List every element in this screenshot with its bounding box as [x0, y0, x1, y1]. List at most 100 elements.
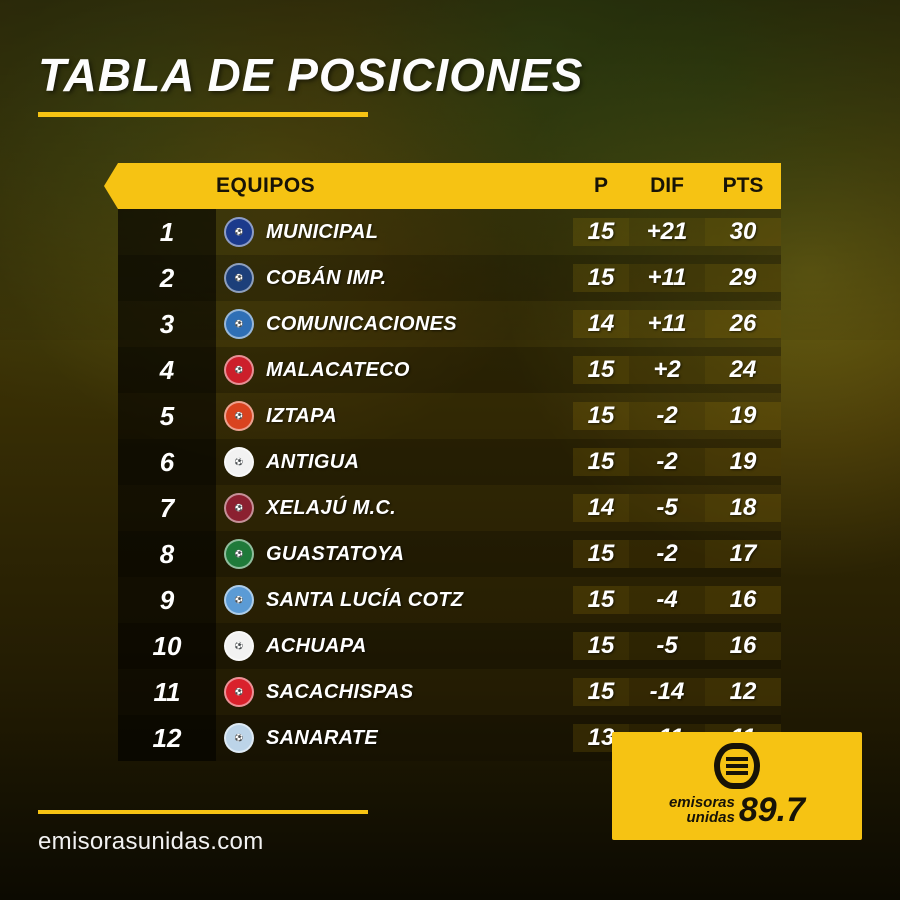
table-rows-container: 1 ⚽ MUNICIPAL 15 +21 30 2 ⚽ COBÁN IMP. 1… — [118, 209, 781, 761]
table-row[interactable]: 5 ⚽ IZTAPA 15 -2 19 — [118, 393, 781, 439]
team-points-value: 12 — [705, 678, 781, 706]
table-row[interactable]: 4 ⚽ MALACATECO 15 +2 24 — [118, 347, 781, 393]
column-header-equipos: EQUIPOS — [216, 174, 573, 198]
crest-cell: ⚽ — [216, 447, 262, 477]
crest-cell: ⚽ — [216, 263, 262, 293]
team-name-label: ACHUAPA — [262, 635, 573, 658]
team-points-value: 29 — [705, 264, 781, 292]
crest-cell: ⚽ — [216, 539, 262, 569]
rank-cell: 5 — [118, 393, 216, 439]
logo-icon-shield — [714, 743, 760, 789]
table-row[interactable]: 10 ⚽ ACHUAPA 15 -5 16 — [118, 623, 781, 669]
crest-cell: ⚽ — [216, 585, 262, 615]
team-name-label: IZTAPA — [262, 405, 573, 428]
column-header-p: P — [573, 174, 629, 198]
crest-cell: ⚽ — [216, 217, 262, 247]
title-underline — [38, 112, 368, 117]
rank-cell: 8 — [118, 531, 216, 577]
column-header-pts: PTS — [705, 174, 781, 198]
team-name-label: SACACHISPAS — [262, 681, 573, 704]
page-title: TABLA DE POSICIONES — [38, 48, 583, 102]
team-points-value: 17 — [705, 540, 781, 568]
table-row[interactable]: 11 ⚽ SACACHISPAS 15 -14 12 — [118, 669, 781, 715]
team-played-value: 15 — [573, 218, 629, 246]
team-played-value: 15 — [573, 678, 629, 706]
team-crest-icon: ⚽ — [224, 585, 254, 615]
footer-url-text[interactable]: emisorasunidas.com — [38, 828, 368, 856]
crest-cell: ⚽ — [216, 401, 262, 431]
team-crest-icon: ⚽ — [224, 263, 254, 293]
team-played-value: 15 — [573, 264, 629, 292]
team-diff-value: -2 — [629, 448, 705, 476]
crest-cell: ⚽ — [216, 355, 262, 385]
team-points-value: 30 — [705, 218, 781, 246]
scoreboard-screen: TABLA DE POSICIONES EQUIPOS P DIF PTS 1 … — [0, 0, 900, 900]
table-row[interactable]: 7 ⚽ XELAJÚ M.C. 14 -5 18 — [118, 485, 781, 531]
team-diff-value: +21 — [629, 218, 705, 246]
team-name-label: MALACATECO — [262, 359, 573, 382]
table-row[interactable]: 3 ⚽ COMUNICACIONES 14 +11 26 — [118, 301, 781, 347]
team-diff-value: +2 — [629, 356, 705, 384]
crest-cell: ⚽ — [216, 309, 262, 339]
table-row[interactable]: 6 ⚽ ANTIGUA 15 -2 19 — [118, 439, 781, 485]
team-crest-icon: ⚽ — [224, 401, 254, 431]
footer-block: emisorasunidas.com — [38, 810, 368, 856]
team-crest-icon: ⚽ — [224, 677, 254, 707]
logo-text-row: emisoras unidas 89.7 — [669, 791, 805, 830]
team-played-value: 14 — [573, 310, 629, 338]
rank-cell: 4 — [118, 347, 216, 393]
table-row[interactable]: 2 ⚽ COBÁN IMP. 15 +11 29 — [118, 255, 781, 301]
team-name-label: COMUNICACIONES — [262, 313, 573, 336]
page-title-block: TABLA DE POSICIONES — [38, 48, 583, 117]
team-diff-value: +11 — [629, 264, 705, 292]
team-diff-value: -2 — [629, 540, 705, 568]
team-points-value: 19 — [705, 402, 781, 430]
team-name-label: SANARATE — [262, 727, 573, 750]
rank-cell: 3 — [118, 301, 216, 347]
footer-underline — [38, 810, 368, 814]
team-played-value: 15 — [573, 586, 629, 614]
team-points-value: 16 — [705, 632, 781, 660]
rank-cell: 2 — [118, 255, 216, 301]
team-name-label: ANTIGUA — [262, 451, 573, 474]
team-points-value: 24 — [705, 356, 781, 384]
team-played-value: 14 — [573, 494, 629, 522]
team-diff-value: +11 — [629, 310, 705, 338]
table-row[interactable]: 9 ⚽ SANTA LUCÍA COTZ 15 -4 16 — [118, 577, 781, 623]
rank-cell: 7 — [118, 485, 216, 531]
team-points-value: 16 — [705, 586, 781, 614]
team-crest-icon: ⚽ — [224, 309, 254, 339]
team-played-value: 15 — [573, 356, 629, 384]
team-crest-icon: ⚽ — [224, 631, 254, 661]
table-row[interactable]: 1 ⚽ MUNICIPAL 15 +21 30 — [118, 209, 781, 255]
team-crest-icon: ⚽ — [224, 355, 254, 385]
rank-cell: 10 — [118, 623, 216, 669]
station-logo[interactable]: emisoras unidas 89.7 — [612, 732, 862, 840]
team-name-label: MUNICIPAL — [262, 221, 573, 244]
team-crest-icon: ⚽ — [224, 723, 254, 753]
logo-words: emisoras unidas — [669, 795, 735, 825]
column-header-dif: DIF — [629, 174, 705, 198]
rank-cell: 12 — [118, 715, 216, 761]
team-diff-value: -2 — [629, 402, 705, 430]
team-crest-icon: ⚽ — [224, 447, 254, 477]
crest-cell: ⚽ — [216, 493, 262, 523]
team-diff-value: -5 — [629, 632, 705, 660]
standings-table: EQUIPOS P DIF PTS 1 ⚽ MUNICIPAL 15 +21 3… — [118, 163, 781, 761]
logo-frequency-number: 89.7 — [739, 791, 805, 830]
team-name-label: SANTA LUCÍA COTZ — [262, 589, 573, 612]
team-played-value: 15 — [573, 632, 629, 660]
team-points-value: 19 — [705, 448, 781, 476]
crest-cell: ⚽ — [216, 723, 262, 753]
team-name-label: GUASTATOYA — [262, 543, 573, 566]
team-points-value: 26 — [705, 310, 781, 338]
team-played-value: 15 — [573, 448, 629, 476]
team-points-value: 18 — [705, 494, 781, 522]
rank-cell: 1 — [118, 209, 216, 255]
team-diff-value: -4 — [629, 586, 705, 614]
team-crest-icon: ⚽ — [224, 217, 254, 247]
table-row[interactable]: 8 ⚽ GUASTATOYA 15 -2 17 — [118, 531, 781, 577]
rank-cell: 9 — [118, 577, 216, 623]
team-crest-icon: ⚽ — [224, 539, 254, 569]
rank-cell: 6 — [118, 439, 216, 485]
